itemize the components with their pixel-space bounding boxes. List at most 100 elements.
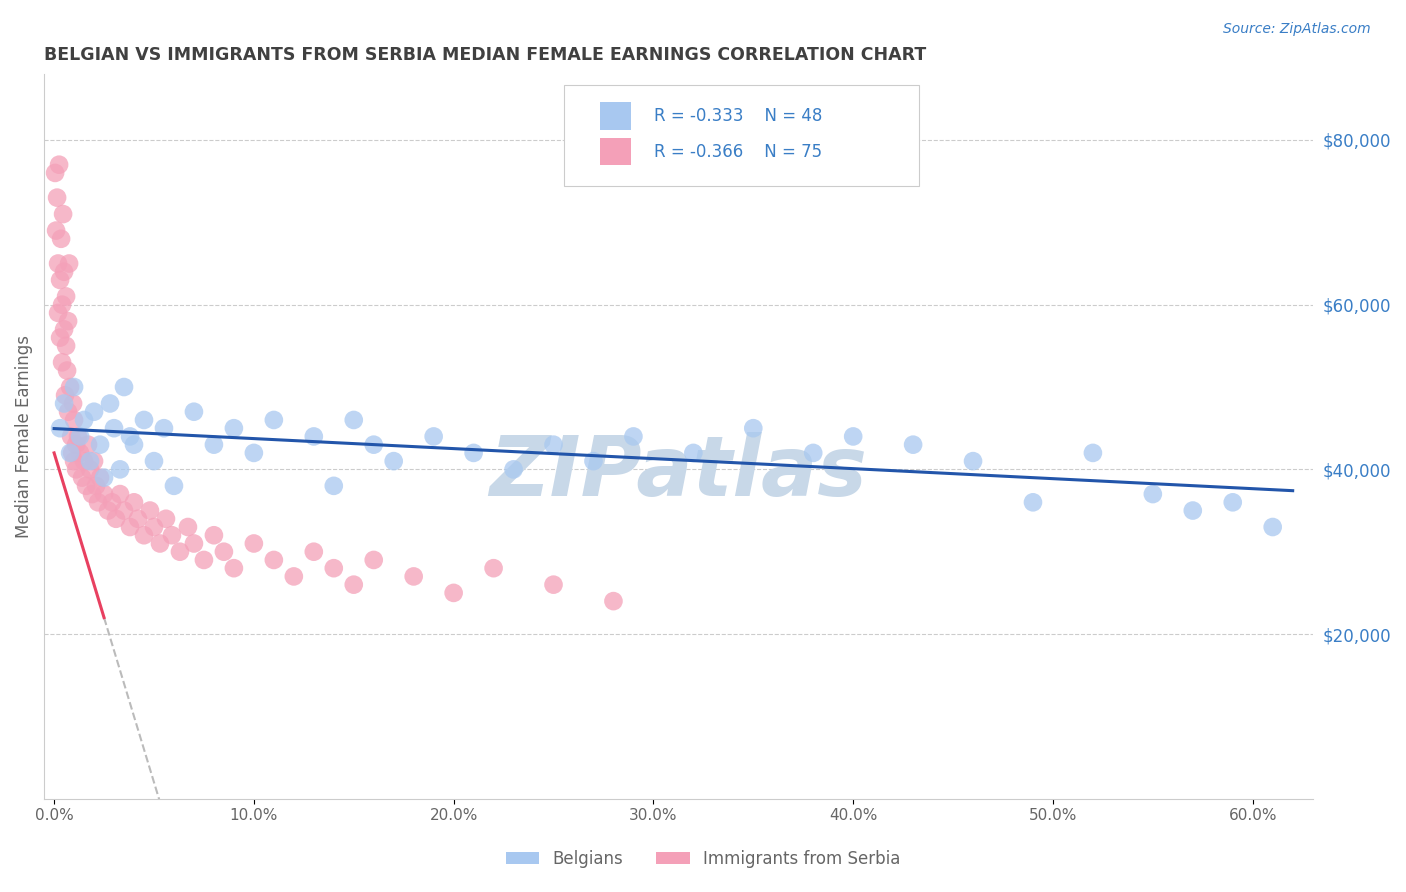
Point [1142,487,1164,501]
Point [53,388,76,402]
Point [322,561,344,575]
Point [70,470,93,484]
Point [108,487,131,501]
Y-axis label: Median Female Earnings: Median Female Earnings [15,334,32,538]
Point [543,577,565,591]
Point [49,273,72,287]
Point [93,487,115,501]
Point [112,380,135,394]
Point [623,429,645,443]
Point [83,454,105,468]
Point [363,553,385,567]
Point [60,429,83,443]
Point [243,536,266,550]
Point [283,569,305,583]
Point [101,495,124,509]
Text: R = -0.366    N = 75: R = -0.366 N = 75 [654,143,823,161]
Point [69,446,91,460]
Point [160,528,183,542]
Point [163,479,186,493]
Point [112,503,135,517]
Point [193,553,215,567]
Point [53,265,76,279]
Point [49,330,72,344]
Point [63,454,86,468]
Point [243,446,266,460]
Point [143,454,166,468]
Point [343,577,366,591]
Point [742,421,765,435]
Point [122,438,145,452]
Point [132,528,155,542]
Point [1181,503,1204,517]
Point [55,289,77,303]
Point [302,429,325,443]
Point [263,553,285,567]
Point [48,158,70,172]
Point [363,438,385,452]
Point [801,446,824,460]
Point [56,405,79,419]
Point [382,454,405,468]
Point [212,545,235,559]
Point [97,503,120,517]
Point [153,421,176,435]
Point [49,232,72,246]
Point [322,479,344,493]
Point [65,438,87,452]
Point [75,479,97,493]
Point [682,446,704,460]
Point [183,405,205,419]
Point [63,380,86,394]
Point [177,520,200,534]
Point [46,191,69,205]
Point [98,396,121,410]
Point [51,298,73,312]
Point [132,413,155,427]
Point [118,520,141,534]
Point [202,528,225,542]
Point [602,594,624,608]
Point [155,512,177,526]
Point [69,429,91,443]
Point [122,495,145,509]
Point [842,429,865,443]
Point [53,396,76,410]
Text: BELGIAN VS IMMIGRANTS FROM SERBIA MEDIAN FEMALE EARNINGS CORRELATION CHART: BELGIAN VS IMMIGRANTS FROM SERBIA MEDIAN… [44,46,927,64]
Point [79,462,101,476]
Point [302,545,325,559]
Point [52,207,75,221]
Point [402,569,425,583]
FancyBboxPatch shape [564,85,920,186]
Point [543,438,565,452]
Point [343,413,366,427]
Point [143,520,166,534]
Point [89,470,111,484]
Point [103,421,125,435]
Point [56,363,79,377]
Point [59,380,82,394]
Point [83,405,105,419]
Legend: Belgians, Immigrants from Serbia: Belgians, Immigrants from Serbia [499,844,907,875]
Point [183,536,205,550]
Point [582,454,605,468]
Point [60,446,83,460]
FancyBboxPatch shape [600,103,631,130]
Point [46,256,69,270]
Point [463,446,485,460]
Point [73,454,96,468]
Point [59,446,82,460]
Point [56,314,79,328]
Point [1081,446,1104,460]
Point [84,479,107,493]
Point [443,586,465,600]
Point [51,355,73,369]
Point [962,454,984,468]
Point [502,462,524,476]
Point [127,512,149,526]
Point [222,561,245,575]
Point [1261,520,1284,534]
Point [55,339,77,353]
Point [108,462,131,476]
Text: R = -0.333    N = 48: R = -0.333 N = 48 [654,107,823,125]
